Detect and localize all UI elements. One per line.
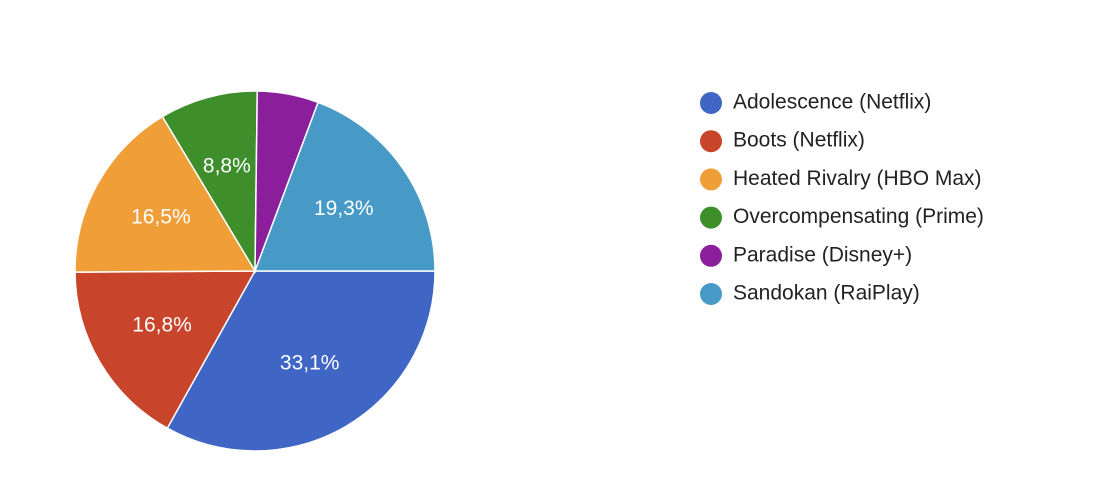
legend-swatch: [700, 130, 722, 153]
pie-slice: [166, 270, 436, 452]
slice-label: 33,1%: [280, 352, 340, 375]
slice-label: 16,8%: [132, 314, 192, 337]
legend-label: Heated Rivalry (HBO Max): [733, 167, 982, 190]
pie-slice: [253, 101, 436, 272]
legend-label: Boots (Netflix): [733, 129, 865, 152]
legend-label: Paradise (Disney+): [733, 243, 912, 266]
legend-swatch: [700, 168, 722, 191]
legend-label: Sandokan (RaiPlay): [733, 282, 920, 305]
slice-label: 8,8%: [203, 154, 251, 177]
legend-swatch: [700, 244, 722, 267]
slice-label: 19,3%: [314, 197, 374, 220]
legend-swatch: [700, 92, 722, 114]
legend-label: Adolescence (Netflix): [733, 91, 931, 114]
pie-slice: [74, 270, 257, 430]
legend-swatch: [700, 283, 722, 305]
legend-label: Overcompensating (Prime): [733, 205, 984, 228]
slice-label: 16,5%: [131, 206, 191, 229]
pie-slice: [161, 90, 259, 274]
legend-swatch: [700, 206, 722, 229]
pie-slice: [74, 115, 257, 273]
